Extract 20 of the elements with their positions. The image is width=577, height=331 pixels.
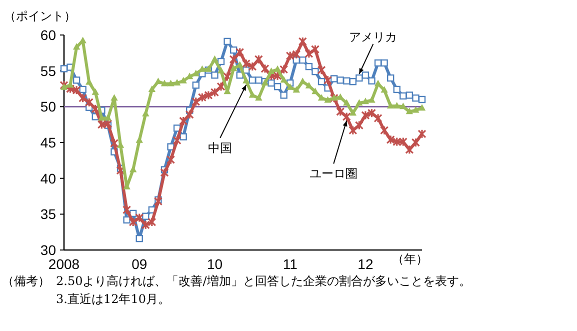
y-tick-label: 40 <box>40 170 56 186</box>
y-axis-title: （ポイント） <box>4 9 76 23</box>
text: 中国 <box>208 140 232 155</box>
y-tick-label: 60 <box>40 27 56 43</box>
text: 2.50より高ければ、「改善/増加」と回答した企業の割合が多いことを表す。 <box>56 274 471 288</box>
y-tick-label: 45 <box>40 134 56 150</box>
y-tick-label: 30 <box>40 242 56 258</box>
text: ユーロ圏 <box>310 166 358 181</box>
series-label: アメリカ <box>349 30 398 44</box>
y-tick-label: 50 <box>40 98 56 115</box>
x-tick-label: 09 <box>132 256 148 272</box>
x-tick-label: 10 <box>206 256 223 272</box>
text: （備考） <box>2 274 50 288</box>
x-tick-label: 12 <box>358 256 374 272</box>
x-tick-label: 2008 <box>48 256 80 272</box>
y-tick-label: 55 <box>40 62 56 79</box>
x-tick-label: 11 <box>282 256 298 272</box>
text: 3.直近は12年10月。 <box>56 292 170 306</box>
x-axis-title: （年） <box>392 252 428 266</box>
y-tick-label: 35 <box>40 206 56 222</box>
